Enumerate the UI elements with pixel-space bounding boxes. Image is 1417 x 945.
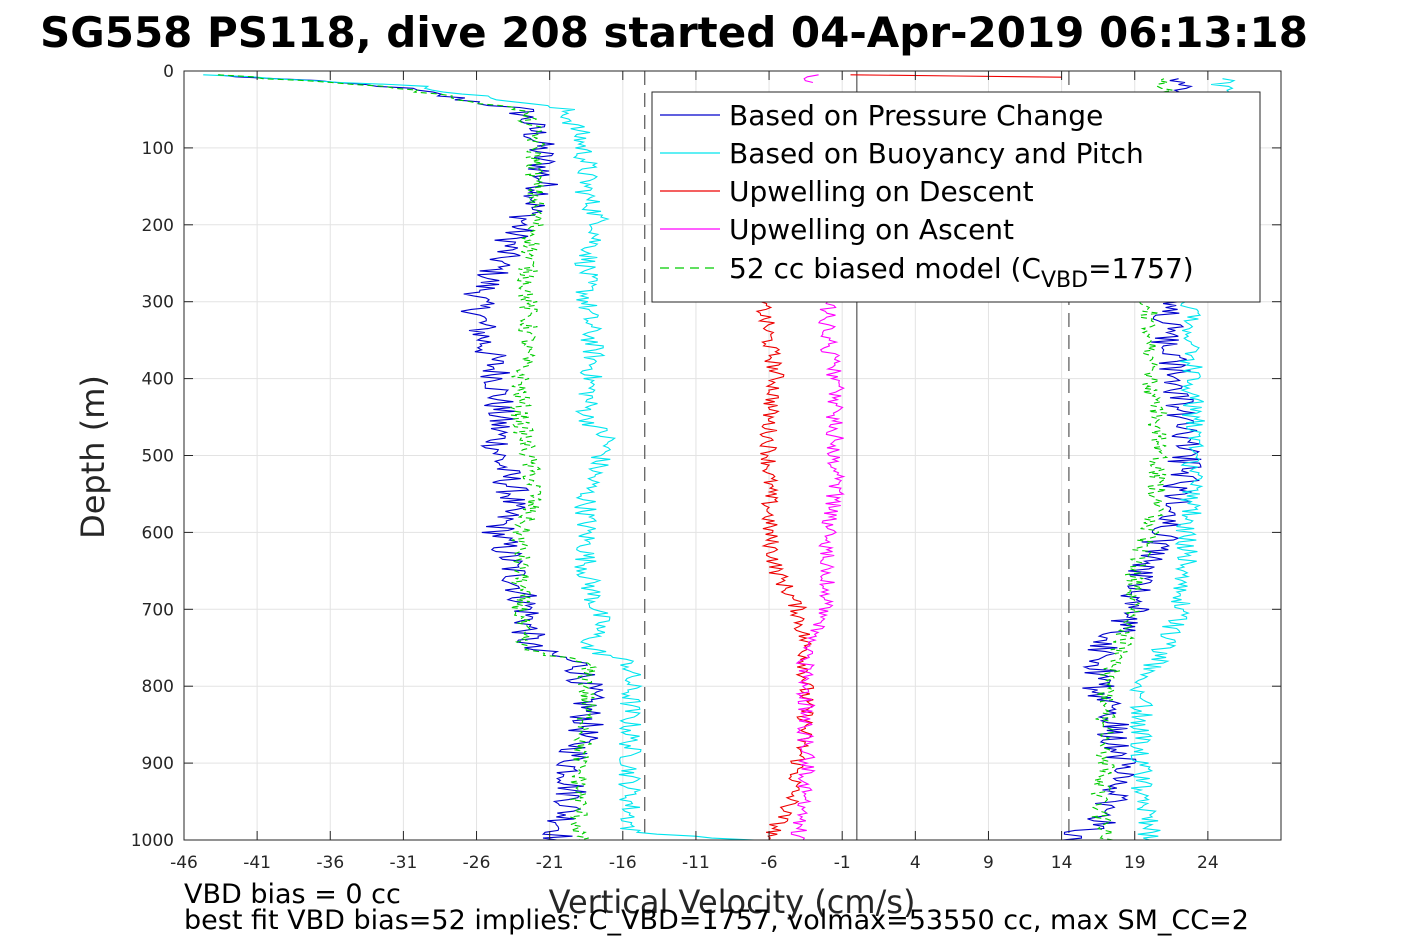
- x-tick-label: -1: [834, 853, 851, 873]
- x-axis-label: Vertical Velocity (cm/s): [549, 883, 916, 921]
- x-tick-label: 14: [1051, 853, 1073, 873]
- x-tick-label: 9: [983, 853, 994, 873]
- x-tick-label: -46: [170, 853, 198, 873]
- legend-model-subscript: VBD: [1041, 268, 1088, 293]
- legend-item-model: 52 cc biased model (CVBD=1757): [660, 252, 1194, 293]
- x-tick-label: -36: [316, 853, 344, 873]
- axis-ticks: -46 -41 -36 -31 -26 -21 -16 -11 -6 -1 4 9 14 19 24 0 100…: [131, 62, 1281, 873]
- x-tick-label: 19: [1124, 853, 1146, 873]
- legend-items: Based on Pressure Change Based on Buoyanc…: [660, 99, 1144, 246]
- y-tick-label: 700: [142, 600, 174, 620]
- x-tick-label: 4: [910, 853, 921, 873]
- y-axis-label: Depth (m): [74, 375, 112, 539]
- series-line-2: [850, 74, 1062, 78]
- series-line-2: [755, 301, 816, 840]
- legend-label-3: Upwelling on Ascent: [729, 213, 1014, 246]
- x-tick-label: -16: [609, 853, 637, 873]
- footer-line-2: best fit VBD bias=52 implies: C_VBD=1757…: [184, 905, 1249, 936]
- y-tick-label: 200: [142, 216, 174, 236]
- x-tick-label: -31: [390, 853, 418, 873]
- series-line-1: [203, 74, 755, 840]
- series-line-3: [803, 74, 819, 84]
- x-tick-label: -41: [243, 853, 271, 873]
- y-tick-label: 500: [142, 447, 174, 467]
- y-tick-label: 900: [142, 754, 174, 774]
- legend-label-model: 52 cc biased model (CVBD=1757): [729, 252, 1194, 293]
- y-tick-label: 400: [142, 370, 174, 390]
- y-tick-label: 600: [142, 523, 174, 543]
- y-tick-label: 800: [142, 677, 174, 697]
- x-tick-label: -21: [536, 853, 564, 873]
- y-tick-label: 300: [142, 293, 174, 313]
- legend-model-prefix: 52 cc biased model (C: [729, 252, 1041, 285]
- y-tick-label: 0: [163, 62, 174, 82]
- legend-box: [651, 91, 1261, 303]
- legend-label-0: Based on Pressure Change: [729, 99, 1103, 132]
- y-tick-label: 1000: [131, 831, 174, 851]
- legend-model-suffix: =1757): [1088, 252, 1194, 285]
- legend-label-2: Upwelling on Descent: [729, 175, 1034, 208]
- x-tick-label: 24: [1197, 853, 1219, 873]
- x-tick-label: -6: [761, 853, 778, 873]
- y-tick-label: 100: [142, 139, 174, 159]
- series-line-4: [217, 74, 598, 840]
- footer-line-1: VBD bias = 0 cc: [184, 879, 401, 910]
- legend: Based on Pressure Change Based on Buoyanc…: [651, 91, 1261, 303]
- legend-label-1: Based on Buoyancy and Pitch: [729, 137, 1144, 170]
- x-tick-label: -26: [463, 853, 491, 873]
- chart-title: SG558 PS118, dive 208 started 04-Apr-201…: [40, 8, 1308, 57]
- series-line-3: [790, 301, 846, 840]
- x-tick-label: -11: [682, 853, 710, 873]
